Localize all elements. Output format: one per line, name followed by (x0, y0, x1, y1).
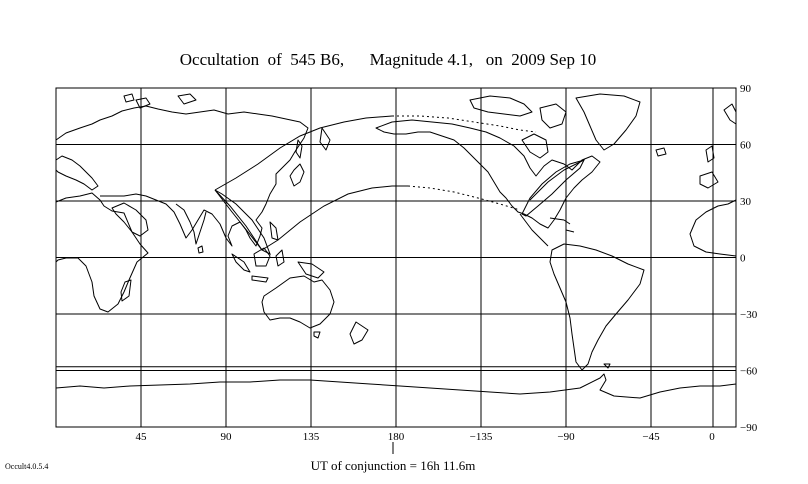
lat-tick-label: 60 (740, 140, 752, 152)
coastline-north-america (375, 119, 601, 229)
map-title: Occultation of 545 B6, Magnitude 4.1, on… (179, 50, 597, 69)
lon-tick-label: 0 (709, 431, 715, 443)
version-label: Occult4.0.5.4 (5, 462, 49, 471)
lon-tick-label: 135 (303, 431, 320, 443)
coastline-java (251, 275, 269, 283)
path-south-limit (214, 185, 408, 251)
coastline-philippines (269, 221, 279, 241)
coastline-scandinavia (723, 103, 737, 125)
coastline-antarctica (55, 373, 737, 399)
coastline-severnaya (177, 93, 197, 105)
coastline-baffin (539, 103, 567, 129)
lat-tick-label: −90 (740, 422, 758, 434)
coastline-hudson-bay (521, 133, 549, 159)
coastline-tasmania (313, 331, 321, 339)
coastline-novaya-zemlya (135, 97, 151, 109)
coastline-borneo (253, 247, 271, 267)
ut-conjunction-label: UT of conjunction = 16h 11.6m (310, 458, 476, 473)
coastline-kamchatka (319, 127, 331, 151)
coastline-sulawesi (275, 249, 285, 267)
coastline-falklands (603, 363, 611, 369)
lon-tick-label: −90 (557, 431, 575, 443)
coastline-europe (55, 155, 99, 191)
coastline-australia (261, 275, 335, 329)
lon-tick-label: 90 (221, 431, 233, 443)
coastline-arctic-archipelago (469, 95, 533, 117)
path-sunset-loop (521, 159, 585, 217)
coastline-iceland (655, 147, 667, 157)
path-north-limit-daylight (392, 115, 537, 133)
coastline-greenland (575, 93, 641, 151)
lat-tick-label: 30 (740, 196, 752, 208)
coastline-madagascar (120, 279, 132, 302)
path-north-limit (214, 115, 393, 191)
coastline-srilanka (197, 245, 204, 254)
graticule (56, 87, 737, 428)
coastline-svalbard (123, 93, 135, 103)
coastline-uk (705, 145, 715, 163)
axis-tick-labels: 45 90 135 180 −135 −90 −45 0 90 60 30 0 −30 −60 −90 (136, 83, 758, 443)
lon-tick-label: −45 (642, 431, 660, 443)
coastline-japan (289, 163, 305, 187)
coastline-west-africa (689, 199, 737, 257)
coastline-arabia (111, 202, 149, 237)
coastline-eurasia (55, 105, 309, 247)
coastline-sumatra (231, 253, 251, 273)
path-sunrise-loop (214, 189, 271, 256)
path-centerline-east (529, 159, 585, 201)
lat-tick-label: −60 (740, 366, 758, 378)
path-south-limit-daylight (407, 185, 521, 211)
coastline-caribbean (549, 217, 575, 233)
lon-tick-label: 180 (388, 431, 405, 443)
lon-tick-label: −135 (470, 431, 493, 443)
coastline-newzealand (349, 321, 369, 345)
lat-tick-label: 0 (740, 253, 746, 265)
coastline-iberia (699, 171, 719, 189)
coastline-newguinea (297, 261, 325, 279)
coastline-india (175, 203, 207, 245)
coastline-south-america (549, 243, 645, 371)
coastline-africa (55, 192, 149, 313)
coastline-sakhalin (295, 139, 303, 159)
coastline-central-america (519, 213, 549, 247)
lat-tick-label: 90 (740, 83, 752, 95)
lat-tick-label: −30 (740, 309, 758, 321)
lon-tick-label: 45 (136, 431, 148, 443)
occultation-path (214, 115, 585, 256)
coastlines (55, 93, 737, 399)
